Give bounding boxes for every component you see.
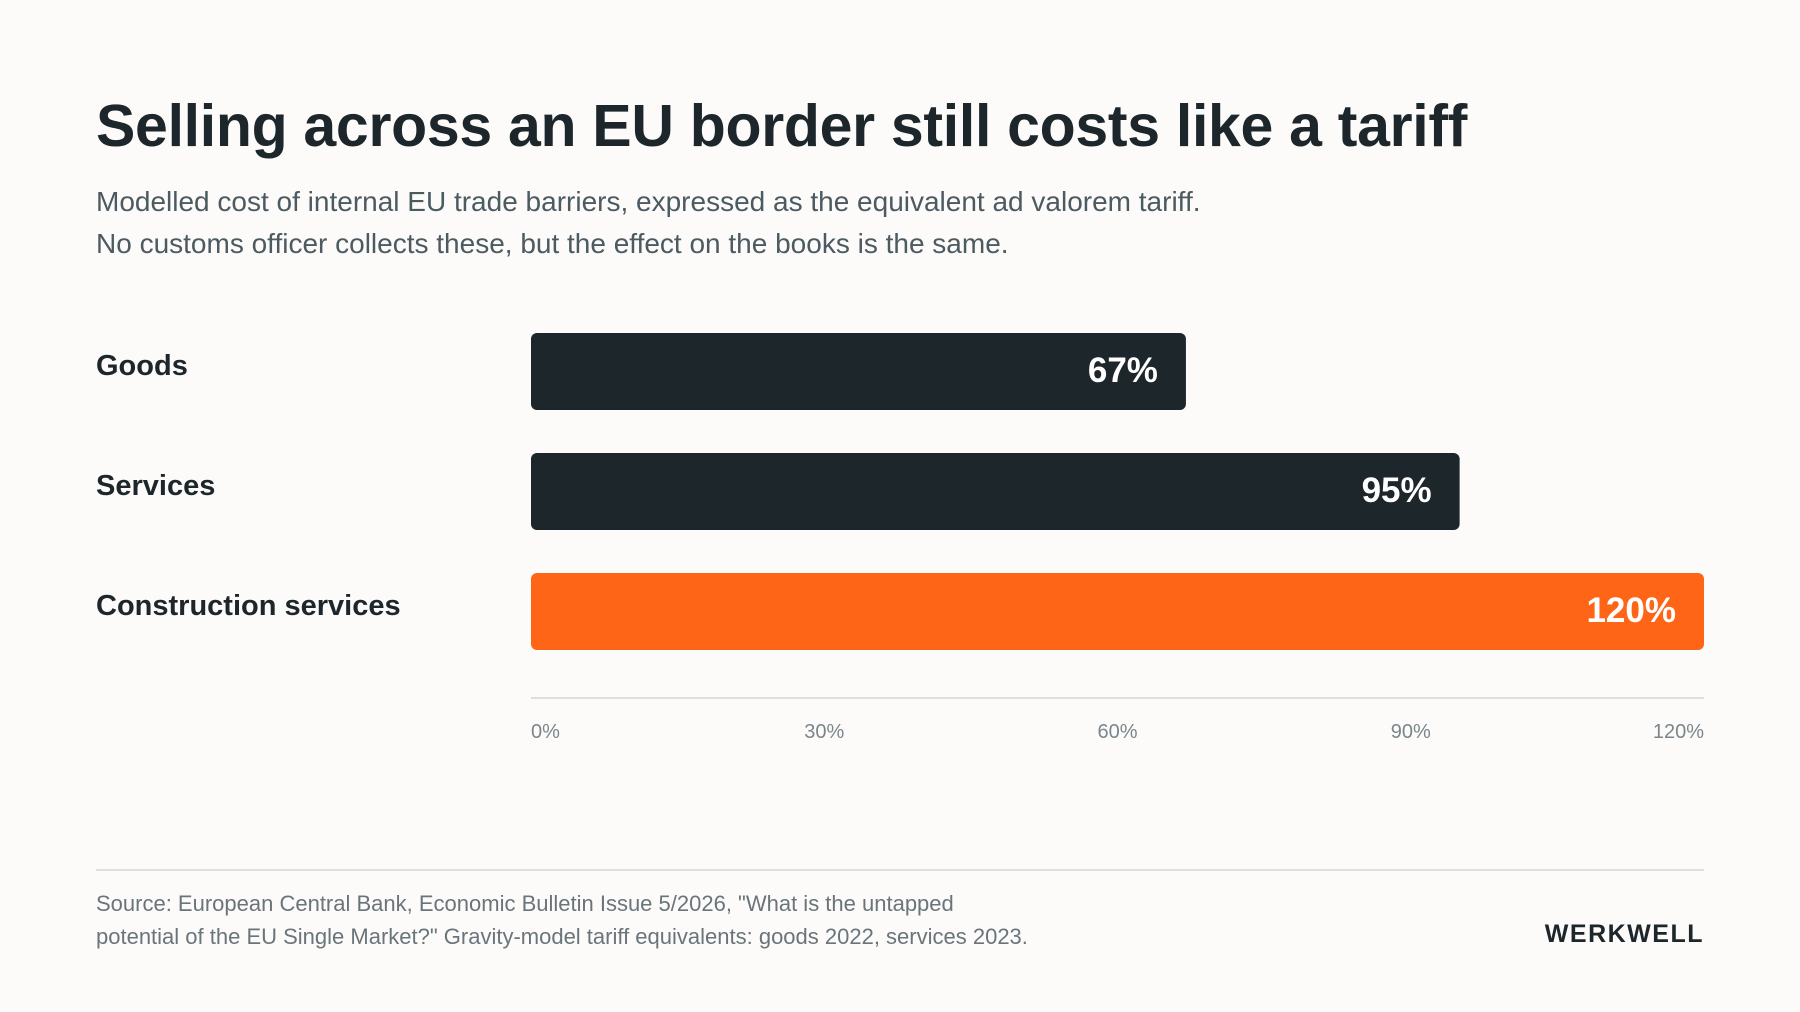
bar-services — [531, 453, 1460, 530]
bar-chart: Goods 67% Services 95% Construction services… — [96, 333, 1704, 743]
source-note: Source: European Central Bank, Economic … — [96, 887, 1028, 953]
source-line-2: potential of the EU Single Market?" Grav… — [96, 924, 1028, 949]
chart-title: Selling across an EU border still costs … — [96, 93, 1468, 159]
x-tick-label: 30% — [804, 721, 844, 743]
category-label-services: Services — [96, 470, 215, 502]
bar-goods — [531, 333, 1186, 410]
source-line-1: Source: European Central Bank, Economic … — [96, 891, 954, 916]
subtitle-line-2: No customs officer collects these, but t… — [96, 228, 1009, 259]
x-tick-label: 120% — [1653, 721, 1704, 743]
category-label-goods: Goods — [96, 350, 188, 382]
chart-subtitle: Modelled cost of internal EU trade barri… — [96, 181, 1201, 265]
subtitle-line-1: Modelled cost of internal EU trade barri… — [96, 186, 1201, 217]
footer-divider — [96, 869, 1704, 871]
bar-construction-services — [531, 573, 1704, 650]
brand-logo: WERKWELL — [1544, 920, 1704, 948]
x-tick-label: 0% — [531, 721, 560, 743]
value-label-goods: 67% — [1088, 351, 1158, 390]
value-label-services: 95% — [1362, 471, 1432, 510]
value-label-construction-services: 120% — [1586, 591, 1676, 630]
category-label-construction-services: Construction services — [96, 590, 401, 622]
x-tick-label: 60% — [1097, 721, 1137, 743]
x-tick-label: 90% — [1391, 721, 1431, 743]
